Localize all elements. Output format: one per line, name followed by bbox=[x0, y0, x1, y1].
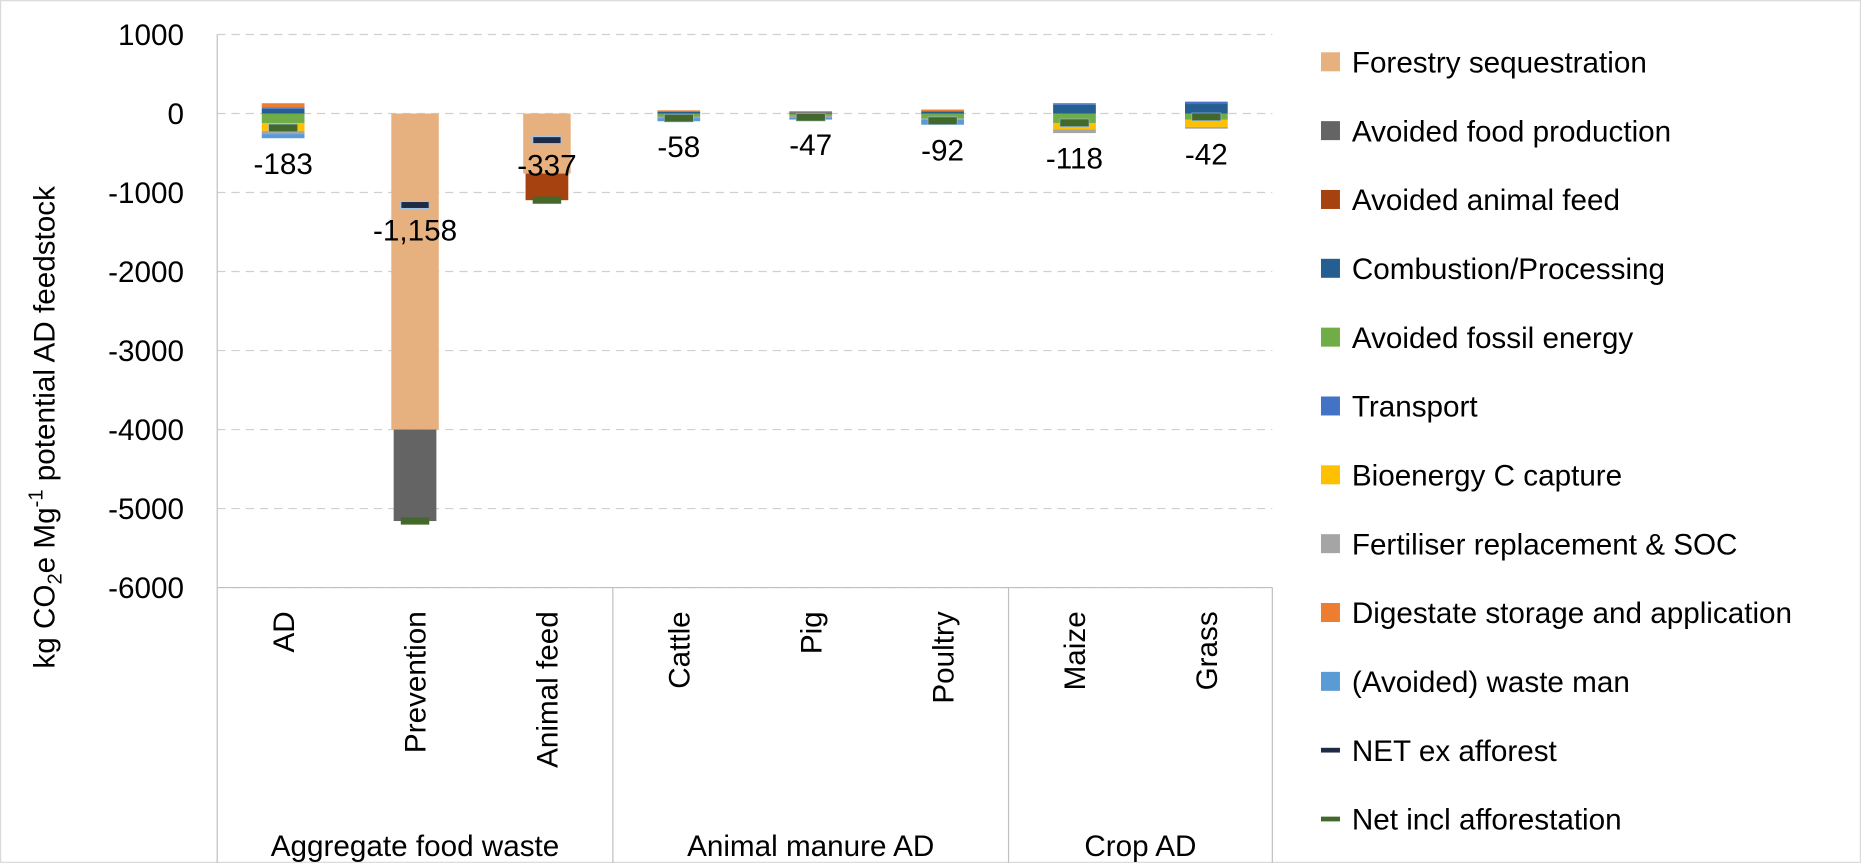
group-label: Animal manure AD bbox=[687, 830, 934, 863]
x-tick-label: AD bbox=[268, 611, 301, 652]
marker bbox=[928, 117, 956, 124]
bar-segment bbox=[391, 114, 438, 430]
data-label: -47 bbox=[789, 129, 832, 162]
bar-segment bbox=[1053, 129, 1096, 133]
x-tick-label: Cattle bbox=[663, 611, 696, 688]
marker bbox=[1060, 119, 1088, 126]
bar-segment bbox=[262, 109, 305, 114]
y-tick-label: -4000 bbox=[108, 414, 184, 447]
legend-swatch bbox=[1321, 534, 1340, 553]
marker bbox=[533, 197, 561, 204]
legend-swatch bbox=[1321, 672, 1340, 691]
bar-segment bbox=[921, 110, 964, 112]
bar-segment bbox=[1053, 105, 1096, 114]
bar-segment bbox=[262, 114, 305, 123]
bar-segment bbox=[394, 430, 437, 521]
legend-label: Digestate storage and application bbox=[1352, 597, 1792, 630]
bar-segment bbox=[657, 110, 700, 111]
group-label: Crop AD bbox=[1084, 830, 1196, 863]
legend-swatch bbox=[1321, 396, 1340, 415]
marker bbox=[665, 115, 693, 122]
marker bbox=[401, 201, 429, 208]
data-label: -58 bbox=[657, 131, 700, 164]
y-axis-label: kg CO2e Mg-1 potential AD feedstock bbox=[26, 186, 67, 669]
legend-swatch bbox=[1321, 817, 1340, 822]
legend-label: Fertiliser replacement & SOC bbox=[1352, 528, 1738, 561]
x-tick-label: Prevention bbox=[400, 611, 433, 753]
legend-swatch bbox=[1321, 465, 1340, 484]
y-tick-label: -5000 bbox=[108, 493, 184, 526]
x-tick-label: Pig bbox=[795, 611, 828, 654]
legend-label: Net incl afforestation bbox=[1352, 804, 1622, 837]
legend-label: NET ex afforest bbox=[1352, 735, 1558, 768]
y-tick-label: -1000 bbox=[108, 177, 184, 210]
marker bbox=[533, 137, 561, 144]
bar-segment bbox=[262, 107, 305, 109]
bar-segment bbox=[789, 111, 832, 112]
bar-segment bbox=[262, 134, 305, 138]
bar-segment bbox=[1185, 104, 1228, 113]
legend-label: Combustion/Processing bbox=[1352, 253, 1665, 286]
legend-swatch bbox=[1321, 603, 1340, 622]
legend-swatch bbox=[1321, 328, 1340, 347]
y-label-part: e Mg bbox=[29, 507, 62, 573]
y-tick-label: -2000 bbox=[108, 256, 184, 289]
marker bbox=[401, 517, 429, 524]
y-tick-label: -3000 bbox=[108, 335, 184, 368]
legend-label: Avoided food production bbox=[1352, 115, 1671, 148]
legend-swatch bbox=[1321, 748, 1340, 753]
legend-label: Forestry sequestration bbox=[1352, 46, 1647, 79]
y-tick-label: -6000 bbox=[108, 572, 184, 605]
legend-swatch bbox=[1321, 190, 1340, 209]
x-tick-label: Poultry bbox=[927, 611, 960, 703]
y-tick-label: 1000 bbox=[118, 19, 184, 52]
data-label: -92 bbox=[921, 134, 964, 167]
bar-segment bbox=[1185, 102, 1228, 104]
group-label: Aggregate food waste bbox=[271, 830, 560, 863]
data-label: -118 bbox=[1046, 143, 1103, 176]
marker bbox=[269, 124, 297, 131]
y-label-part: potential AD feedstock bbox=[29, 186, 62, 490]
bar-segment bbox=[1053, 103, 1096, 105]
legend-label: (Avoided) waste man bbox=[1352, 666, 1630, 699]
legend-swatch bbox=[1321, 259, 1340, 278]
bar-segment bbox=[921, 112, 964, 114]
legend-label: Transport bbox=[1352, 391, 1479, 424]
bar-segment bbox=[657, 112, 700, 114]
bar-segment bbox=[262, 103, 305, 107]
legend-label: Avoided fossil energy bbox=[1352, 322, 1634, 355]
x-tick-label: Grass bbox=[1191, 611, 1224, 690]
y-tick-label: 0 bbox=[167, 98, 184, 131]
x-tick-label: Maize bbox=[1059, 611, 1092, 690]
y-label-sup: -1 bbox=[26, 489, 48, 507]
bar-segment bbox=[1185, 127, 1228, 129]
y-label-sub: 2 bbox=[45, 573, 67, 584]
legend-label: Bioenergy C capture bbox=[1352, 460, 1622, 493]
marker bbox=[796, 114, 824, 121]
data-label: -42 bbox=[1185, 138, 1228, 171]
legend-swatch bbox=[1321, 121, 1340, 140]
legend-swatch bbox=[1321, 52, 1340, 71]
data-label: -183 bbox=[253, 148, 312, 181]
x-tick-label: Animal feed bbox=[532, 611, 565, 768]
y-label-part: kg CO bbox=[29, 585, 62, 669]
marker bbox=[1192, 113, 1220, 120]
data-label: -337 bbox=[517, 150, 576, 183]
legend-label: Avoided animal feed bbox=[1352, 184, 1620, 217]
data-label: -1,158 bbox=[373, 215, 457, 248]
